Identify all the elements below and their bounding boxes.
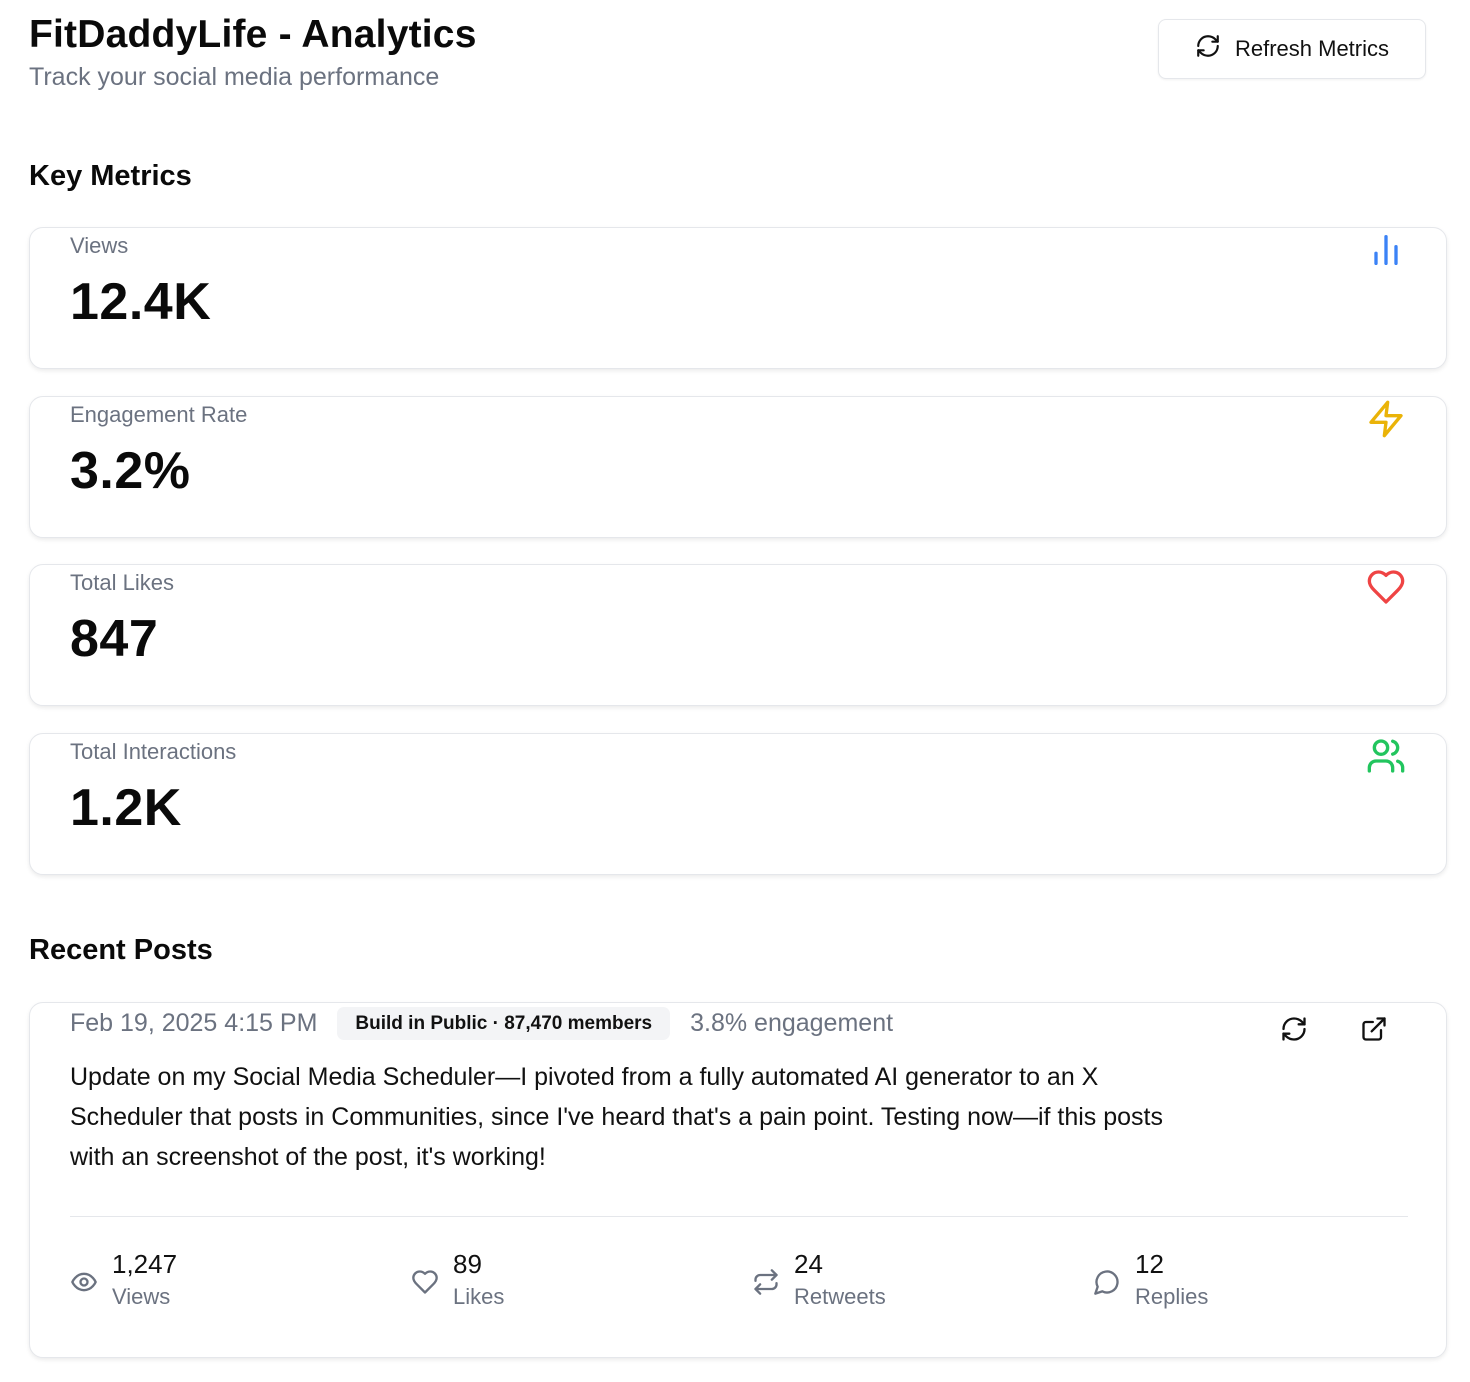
external-link-icon[interactable]: [1360, 1015, 1388, 1043]
key-metrics-heading: Key Metrics: [29, 160, 192, 192]
metric-card-views: Views 12.4K: [29, 227, 1447, 369]
stat-label: Views: [112, 1284, 171, 1309]
refresh-post-icon[interactable]: [1280, 1015, 1308, 1043]
page-header: FitDaddyLife - Analytics Track your soci…: [29, 12, 1448, 92]
heart-icon: [411, 1268, 439, 1296]
post-meta: Feb 19, 2025 4:15 PM Build in Public · 8…: [70, 1007, 893, 1040]
metric-card-total-likes: Total Likes 847: [29, 564, 1447, 706]
post-stat-views: 1,247 Views: [70, 1247, 177, 1313]
eye-icon: [70, 1268, 98, 1296]
metric-label: Views: [70, 233, 129, 258]
stat-label: Replies: [1135, 1284, 1209, 1309]
refresh-metrics-button[interactable]: Refresh Metrics: [1158, 19, 1426, 79]
stat-value: 89: [453, 1249, 482, 1279]
users-icon: [1366, 736, 1406, 776]
page-subtitle: Track your social media performance: [29, 63, 440, 91]
post-engagement: 3.8% engagement: [690, 1009, 894, 1037]
heart-icon: [1366, 567, 1406, 607]
metric-label: Total Interactions: [70, 739, 237, 764]
stat-value: 12: [1135, 1249, 1164, 1279]
stat-value: 24: [794, 1249, 823, 1279]
metric-card-total-interactions: Total Interactions 1.2K: [29, 733, 1447, 875]
divider: [70, 1216, 1408, 1217]
post-card: Feb 19, 2025 4:15 PM Build in Public · 8…: [29, 1002, 1447, 1358]
post-actions: [1280, 1015, 1388, 1043]
metric-value: 3.2%: [70, 442, 191, 500]
post-stat-retweets: 24 Retweets: [752, 1247, 886, 1313]
stat-label: Likes: [453, 1284, 505, 1309]
message-circle-icon: [1093, 1268, 1121, 1296]
stat-value: 1,247: [112, 1249, 178, 1279]
repeat-icon: [752, 1268, 780, 1296]
post-stat-likes: 89 Likes: [411, 1247, 504, 1313]
refresh-icon: [1195, 33, 1221, 65]
metric-value: 847: [70, 610, 159, 668]
post-date: Feb 19, 2025 4:15 PM: [70, 1009, 318, 1037]
metric-label: Total Likes: [70, 570, 174, 595]
metric-value: 12.4K: [70, 273, 212, 331]
post-text: Update on my Social Media Scheduler—I pi…: [70, 1063, 1163, 1171]
refresh-metrics-label: Refresh Metrics: [1234, 36, 1390, 61]
zap-icon: [1366, 399, 1406, 439]
page-title: FitDaddyLife - Analytics: [29, 13, 477, 56]
stat-label: Retweets: [794, 1284, 886, 1309]
metric-card-engagement-rate: Engagement Rate 3.2%: [29, 396, 1447, 538]
community-badge: Build in Public · 87,470 members: [337, 1007, 671, 1040]
metric-label: Engagement Rate: [70, 402, 248, 427]
metric-value: 1.2K: [70, 779, 182, 837]
post-stat-replies: 12 Replies: [1093, 1247, 1208, 1313]
bar-chart-icon: [1366, 230, 1406, 270]
recent-posts-heading: Recent Posts: [29, 934, 213, 966]
